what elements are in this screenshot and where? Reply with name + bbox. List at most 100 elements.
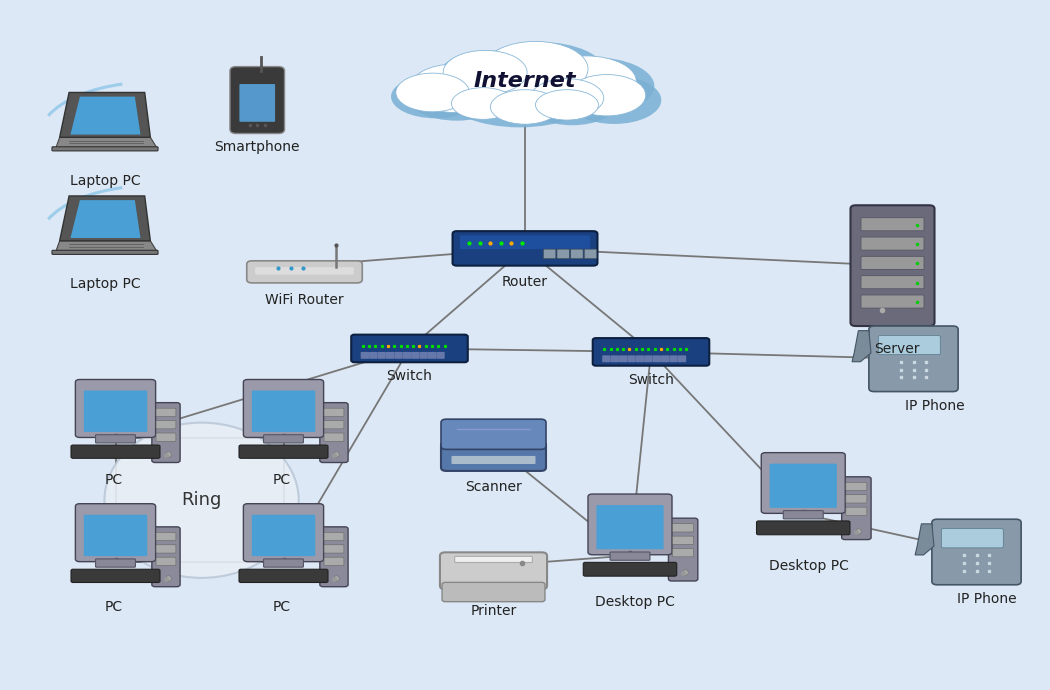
- FancyBboxPatch shape: [452, 456, 536, 464]
- FancyBboxPatch shape: [351, 335, 468, 362]
- FancyBboxPatch shape: [156, 545, 176, 553]
- FancyBboxPatch shape: [673, 549, 694, 557]
- FancyBboxPatch shape: [460, 235, 590, 249]
- FancyBboxPatch shape: [861, 218, 924, 230]
- Ellipse shape: [536, 90, 598, 120]
- FancyBboxPatch shape: [244, 380, 323, 437]
- Ellipse shape: [104, 422, 299, 578]
- FancyBboxPatch shape: [76, 504, 155, 562]
- Text: WiFi Router: WiFi Router: [266, 293, 343, 307]
- Ellipse shape: [443, 50, 527, 95]
- FancyBboxPatch shape: [761, 453, 845, 513]
- FancyBboxPatch shape: [156, 408, 176, 417]
- FancyBboxPatch shape: [584, 249, 596, 259]
- Text: Scanner: Scanner: [465, 480, 522, 493]
- FancyBboxPatch shape: [255, 267, 354, 275]
- Ellipse shape: [410, 64, 498, 112]
- Text: IP Phone: IP Phone: [905, 399, 964, 413]
- FancyBboxPatch shape: [320, 403, 349, 462]
- FancyBboxPatch shape: [611, 355, 619, 362]
- FancyBboxPatch shape: [645, 355, 653, 362]
- FancyBboxPatch shape: [324, 558, 344, 566]
- FancyBboxPatch shape: [543, 249, 555, 259]
- Polygon shape: [60, 92, 150, 137]
- Ellipse shape: [391, 75, 481, 119]
- Ellipse shape: [476, 42, 606, 103]
- FancyBboxPatch shape: [252, 391, 315, 432]
- FancyBboxPatch shape: [673, 524, 694, 532]
- FancyBboxPatch shape: [603, 355, 611, 362]
- FancyBboxPatch shape: [846, 482, 867, 491]
- FancyBboxPatch shape: [932, 519, 1021, 585]
- FancyBboxPatch shape: [361, 352, 370, 359]
- FancyBboxPatch shape: [264, 435, 303, 443]
- Ellipse shape: [449, 53, 580, 119]
- FancyBboxPatch shape: [878, 335, 941, 355]
- Text: Router: Router: [502, 275, 548, 288]
- FancyBboxPatch shape: [455, 556, 532, 562]
- Text: Printer: Printer: [470, 604, 517, 618]
- Text: Smartphone: Smartphone: [214, 140, 300, 154]
- Polygon shape: [56, 241, 158, 251]
- FancyBboxPatch shape: [942, 529, 1004, 548]
- FancyBboxPatch shape: [84, 391, 147, 432]
- Text: Switch: Switch: [628, 373, 674, 386]
- FancyBboxPatch shape: [71, 445, 160, 458]
- FancyBboxPatch shape: [673, 536, 694, 544]
- Text: Internet: Internet: [474, 72, 576, 91]
- FancyBboxPatch shape: [861, 237, 924, 250]
- FancyBboxPatch shape: [678, 355, 687, 362]
- FancyBboxPatch shape: [324, 433, 344, 442]
- Polygon shape: [853, 331, 871, 362]
- FancyBboxPatch shape: [584, 562, 676, 576]
- FancyBboxPatch shape: [320, 527, 349, 586]
- FancyBboxPatch shape: [846, 495, 867, 503]
- FancyBboxPatch shape: [861, 295, 924, 308]
- Ellipse shape: [439, 50, 538, 101]
- FancyBboxPatch shape: [437, 352, 445, 359]
- Ellipse shape: [532, 57, 654, 115]
- FancyBboxPatch shape: [440, 552, 547, 589]
- FancyBboxPatch shape: [441, 442, 546, 471]
- Text: PC: PC: [272, 600, 291, 614]
- FancyBboxPatch shape: [395, 352, 403, 359]
- FancyBboxPatch shape: [770, 464, 837, 508]
- FancyBboxPatch shape: [861, 257, 924, 270]
- FancyBboxPatch shape: [850, 206, 934, 326]
- Polygon shape: [70, 200, 141, 238]
- Text: Server: Server: [874, 342, 920, 355]
- Text: Switch: Switch: [386, 369, 433, 383]
- FancyBboxPatch shape: [636, 355, 645, 362]
- Ellipse shape: [483, 41, 588, 97]
- Text: Desktop PC: Desktop PC: [595, 595, 675, 609]
- FancyBboxPatch shape: [96, 559, 135, 567]
- FancyBboxPatch shape: [156, 433, 176, 442]
- FancyBboxPatch shape: [76, 380, 155, 437]
- FancyBboxPatch shape: [403, 352, 412, 359]
- FancyBboxPatch shape: [662, 355, 670, 362]
- FancyBboxPatch shape: [628, 355, 636, 362]
- Ellipse shape: [530, 79, 604, 117]
- Ellipse shape: [452, 88, 514, 119]
- FancyBboxPatch shape: [239, 445, 328, 458]
- FancyBboxPatch shape: [239, 84, 275, 121]
- FancyBboxPatch shape: [156, 421, 176, 429]
- Text: PC: PC: [272, 473, 291, 486]
- FancyBboxPatch shape: [247, 261, 362, 283]
- FancyBboxPatch shape: [156, 558, 176, 566]
- FancyBboxPatch shape: [324, 545, 344, 553]
- Polygon shape: [916, 524, 934, 555]
- Polygon shape: [70, 97, 141, 135]
- FancyBboxPatch shape: [428, 352, 437, 359]
- Ellipse shape: [396, 73, 469, 112]
- Ellipse shape: [536, 56, 636, 107]
- Text: PC: PC: [104, 473, 123, 486]
- FancyBboxPatch shape: [324, 421, 344, 429]
- FancyBboxPatch shape: [441, 419, 546, 449]
- Ellipse shape: [490, 90, 560, 124]
- FancyBboxPatch shape: [239, 569, 328, 582]
- Text: Laptop PC: Laptop PC: [69, 174, 141, 188]
- FancyBboxPatch shape: [453, 231, 597, 266]
- FancyBboxPatch shape: [156, 533, 176, 541]
- FancyBboxPatch shape: [52, 147, 159, 151]
